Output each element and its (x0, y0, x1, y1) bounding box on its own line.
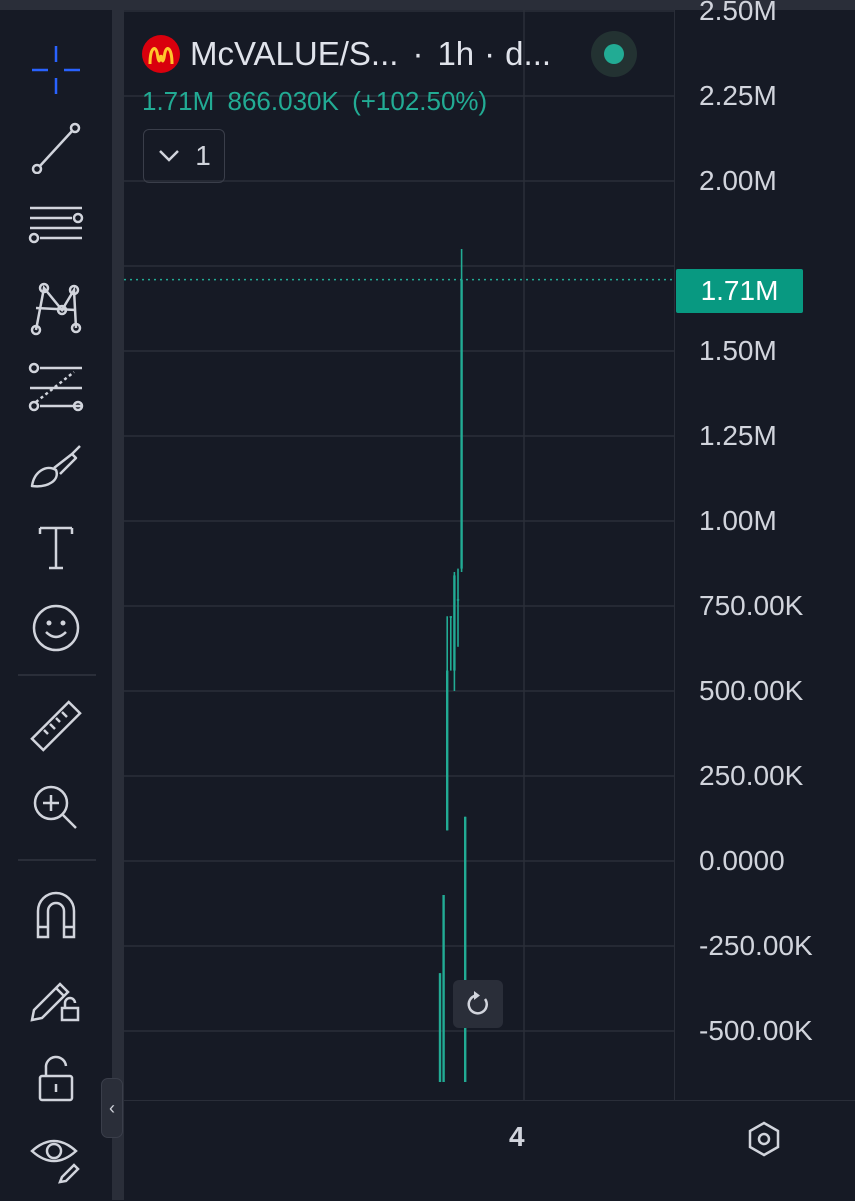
price-tick-label: 2.50M (699, 0, 777, 26)
chart-legend: McVALUE/S... · 1h · d... 1.71M 866.030K … (142, 28, 638, 117)
drawing-lock-tool[interactable] (18, 963, 94, 1033)
price-tick-label: 500.00K (699, 675, 804, 706)
zoom-in-tool[interactable] (18, 773, 94, 843)
symbol-name[interactable]: McVALUE/S... (190, 35, 399, 72)
drawing-lock-icon (30, 982, 80, 1022)
candle-body (449, 616, 452, 618)
eye-icon (30, 1139, 80, 1184)
fib-retracement-icon (28, 362, 84, 412)
last-price-label: 1.71M (676, 269, 803, 313)
zoom-in-icon (33, 785, 77, 829)
reset-chart-button[interactable] (453, 980, 503, 1028)
emoji-icon (32, 604, 80, 652)
time-scale[interactable]: 4 (124, 1100, 855, 1201)
legend-change-percent: (+102.50%) (352, 86, 488, 116)
emoji-tool[interactable] (18, 593, 94, 663)
magnet-icon (36, 891, 76, 939)
market-status-indicator[interactable] (591, 31, 638, 77)
magnet-tool[interactable] (18, 880, 94, 950)
price-scale[interactable]: 2.50M 2.25M 2.00M 1.50M 1.25M 1.00M 750.00K 500… (674, 0, 855, 1100)
trend-line-tool[interactable] (18, 113, 94, 183)
price-tick-label: 250.00K (699, 760, 804, 791)
fib-retracement-tool[interactable] (18, 353, 94, 423)
toolbar-separator (18, 674, 96, 676)
price-tick-label: 1.50M (699, 335, 777, 366)
indicators-count: 1 (195, 140, 211, 171)
status-dot-icon (604, 44, 625, 64)
top-bar (0, 0, 855, 10)
trend-line-icon (31, 122, 81, 174)
settings-hexagon-icon[interactable] (744, 1119, 784, 1159)
lock-tool[interactable] (18, 1043, 94, 1113)
pattern-icon (30, 282, 82, 336)
chart-canvas[interactable] (124, 10, 674, 1100)
brush-tool[interactable] (18, 433, 94, 503)
visibility-tool[interactable] (18, 1122, 94, 1192)
price-tick-label: 1.25M (699, 420, 777, 451)
text-icon (38, 526, 74, 570)
horizontal-lines-icon (28, 206, 84, 244)
chevron-down-icon (159, 150, 180, 162)
lock-icon (38, 1055, 74, 1102)
candle-body (446, 670, 449, 831)
price-tick-label: 0.0000 (699, 845, 785, 876)
toolbar-separator (18, 859, 96, 861)
time-tick-label: 4 (509, 1121, 525, 1152)
candle-body (464, 816, 467, 1082)
candle-body (460, 279, 463, 569)
legend-separator: · (484, 35, 496, 72)
price-tick-label: 2.00M (699, 165, 777, 196)
price-tick-label: -250.00K (699, 930, 813, 961)
reset-icon (467, 991, 488, 1015)
indicators-toggle-button[interactable]: 1 (143, 129, 225, 183)
legend-price: 1.71M (142, 86, 215, 116)
crosshair-tool[interactable] (18, 35, 94, 105)
chevron-left-icon: ‹ (109, 1097, 115, 1118)
panel-divider (112, 10, 124, 1200)
ruler-icon (30, 700, 82, 752)
text-tool[interactable] (18, 513, 94, 583)
candle-body (453, 575, 456, 671)
collapse-toolbar-button[interactable]: ‹ (101, 1078, 123, 1138)
price-tick-label: -500.00K (699, 1015, 813, 1046)
legend-separator: · (412, 35, 424, 72)
horizontal-lines-tool[interactable] (18, 193, 94, 263)
mcdonalds-logo-icon (142, 35, 180, 73)
pattern-tool[interactable] (18, 273, 94, 343)
chart-pane[interactable] (124, 10, 674, 1100)
crosshair-icon (32, 46, 80, 94)
ruler-tool[interactable] (18, 691, 94, 761)
candle-body (456, 599, 460, 601)
brush-icon (30, 445, 81, 488)
price-tick-label: 750.00K (699, 590, 804, 621)
price-tick-label: 1.00M (699, 505, 777, 536)
exchange-label: d... (505, 35, 552, 72)
interval-label[interactable]: 1h (437, 35, 475, 72)
drawing-toolbar (0, 10, 112, 1200)
candle-body (438, 973, 442, 1082)
price-tick-label: 2.25M (699, 80, 777, 111)
legend-change: 866.030K (227, 86, 339, 116)
candle-body (442, 895, 445, 1082)
